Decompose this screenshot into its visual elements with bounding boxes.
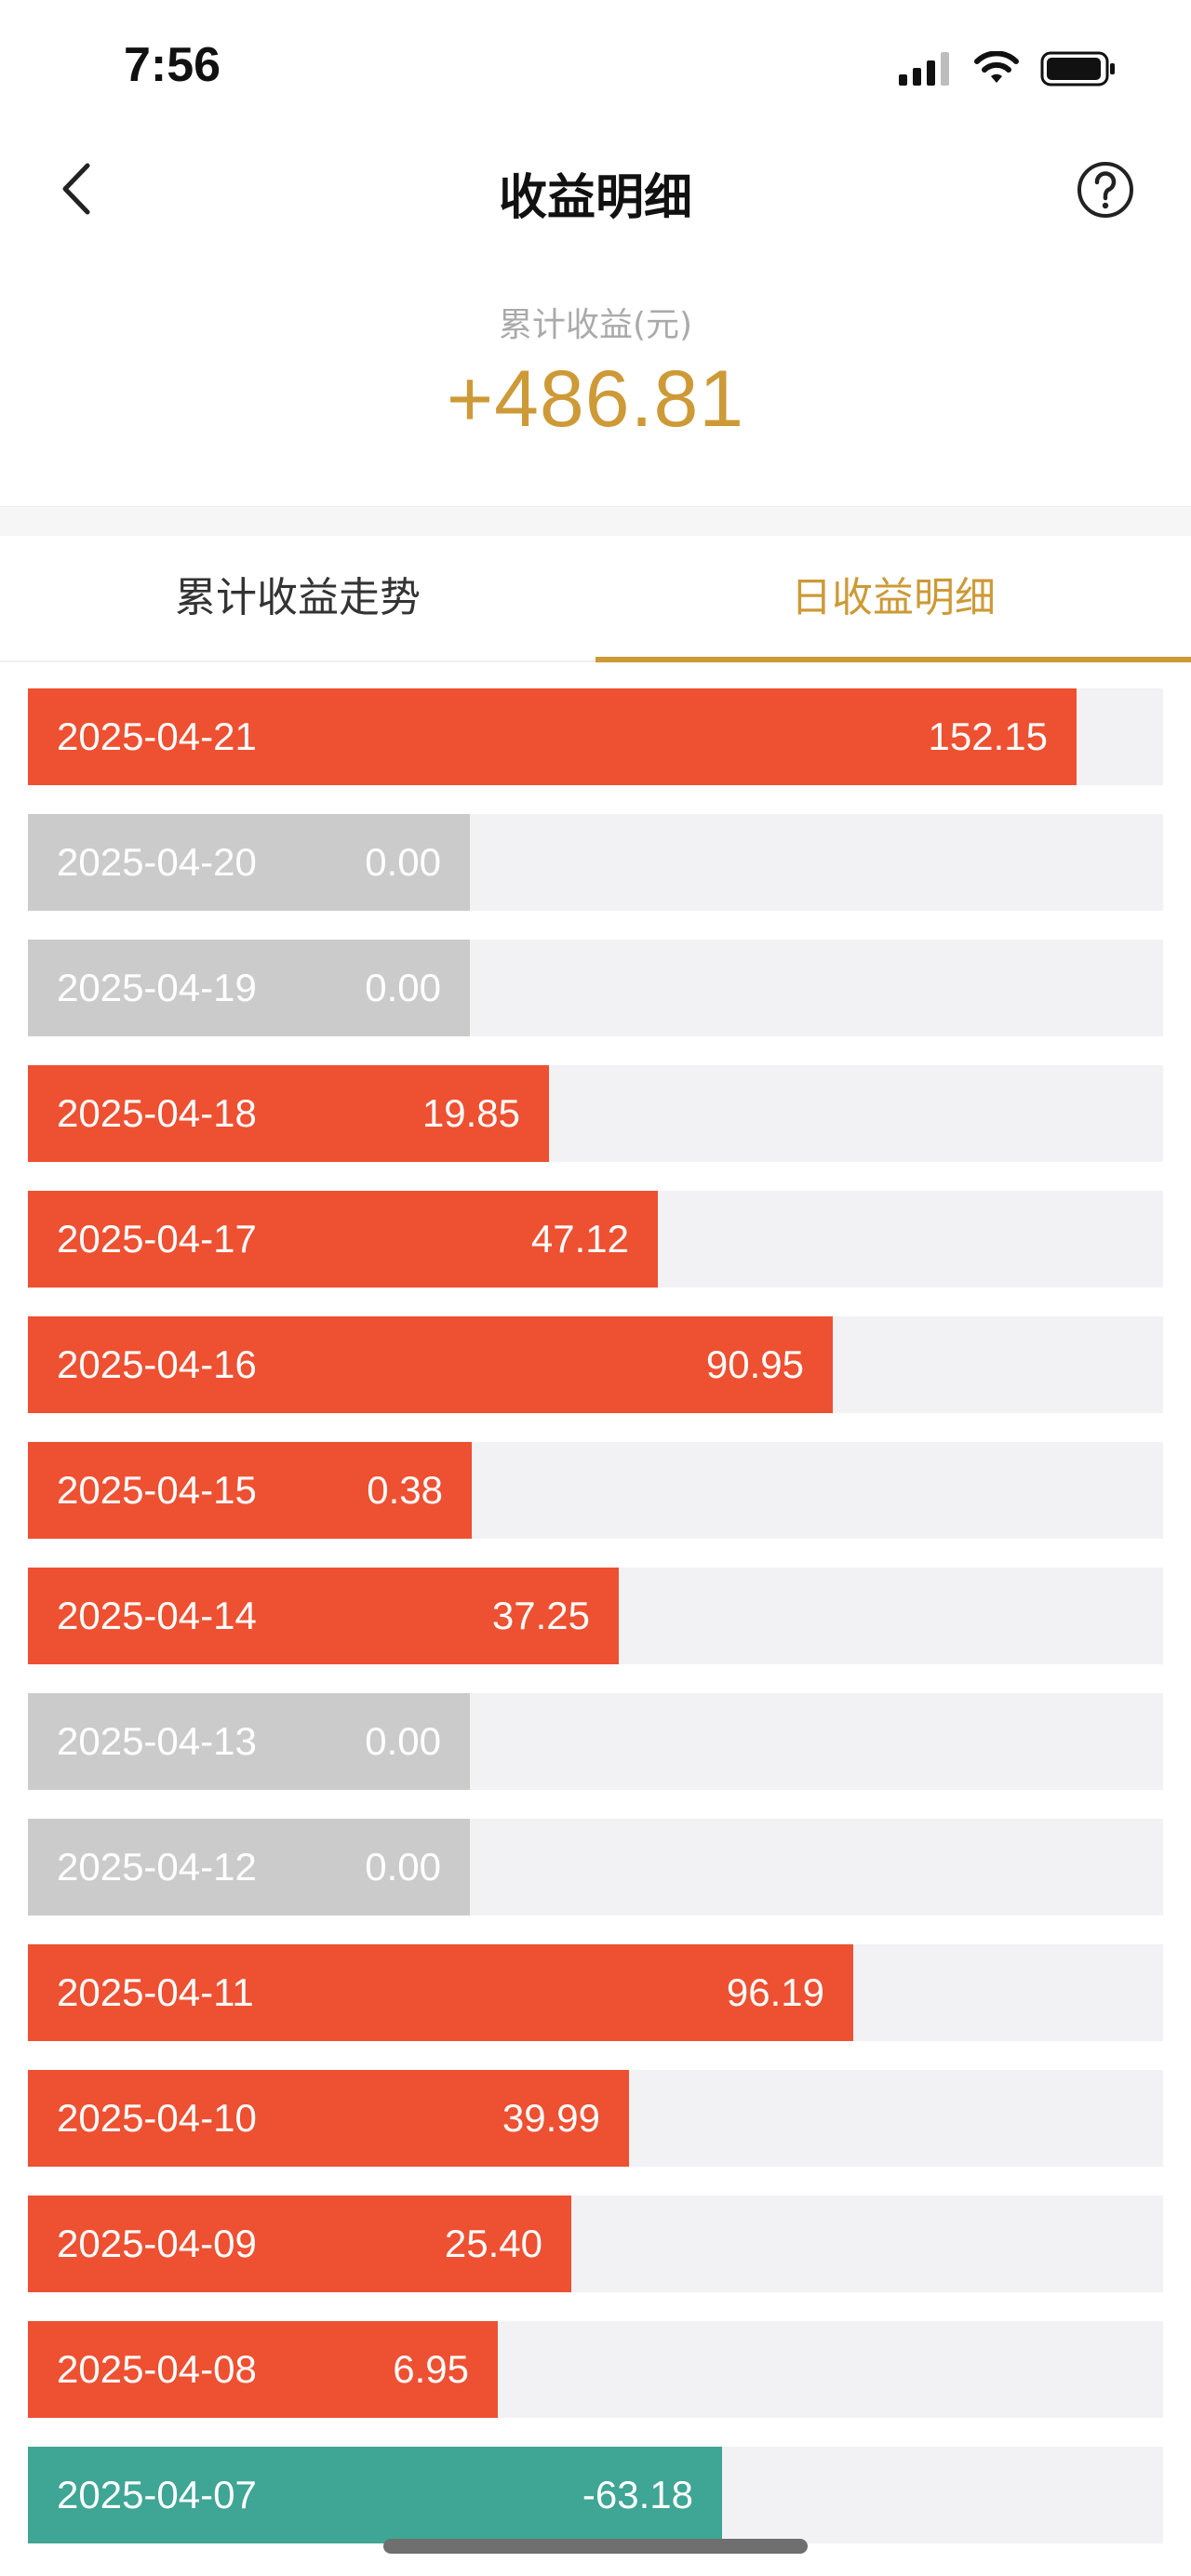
chevron-left-icon (62, 163, 90, 215)
earnings-row[interactable]: 2025-04-18 19.85 (28, 1065, 1163, 1162)
earnings-row[interactable]: 2025-04-17 47.12 (28, 1191, 1163, 1288)
row-date: 2025-04-14 (57, 1594, 257, 1637)
earnings-row[interactable]: 2025-04-07 -63.18 (28, 2447, 1163, 2543)
summary-value: +486.81 (446, 354, 745, 444)
earnings-row[interactable]: 2025-04-09 25.40 (28, 2196, 1163, 2292)
wifi-icon (974, 51, 1019, 83)
status-time: 7:56 (124, 38, 221, 92)
row-amount: 0.00 (365, 966, 441, 1009)
earnings-bar: 2025-04-11 96.19 (28, 1944, 853, 2041)
row-amount: 47.12 (530, 1217, 629, 1261)
help-button[interactable] (1076, 160, 1135, 220)
back-button[interactable] (47, 156, 112, 221)
row-date: 2025-04-13 (57, 1719, 257, 1763)
row-date: 2025-04-21 (57, 714, 257, 758)
row-amount: 39.99 (502, 2096, 600, 2140)
row-amount: 25.40 (444, 2222, 542, 2265)
row-amount: -63.18 (582, 2473, 693, 2516)
row-date: 2025-04-09 (57, 2222, 257, 2265)
earnings-row[interactable]: 2025-04-13 0.00 (28, 1693, 1163, 1790)
row-amount: 19.85 (422, 1091, 520, 1135)
row-amount: 152.15 (928, 714, 1048, 758)
active-tab-indicator (596, 657, 1191, 662)
tab-cumulative-trend[interactable]: 累计收益走势 (175, 574, 421, 621)
earnings-row[interactable]: 2025-04-15 0.38 (28, 1442, 1163, 1539)
earnings-bar: 2025-04-10 39.99 (28, 2070, 629, 2167)
row-date: 2025-04-12 (57, 1845, 257, 1889)
row-amount: 0.00 (365, 1845, 441, 1889)
row-amount: 0.38 (367, 1468, 443, 1512)
earnings-row[interactable]: 2025-04-08 6.95 (28, 2321, 1163, 2418)
earnings-row[interactable]: 2025-04-21 152.15 (28, 688, 1163, 785)
earnings-bar: 2025-04-15 0.38 (28, 1442, 472, 1539)
row-date: 2025-04-10 (57, 2096, 257, 2140)
row-amount: 96.19 (726, 1970, 824, 2014)
earnings-bar: 2025-04-13 0.00 (28, 1693, 470, 1790)
earnings-row[interactable]: 2025-04-16 90.95 (28, 1316, 1163, 1413)
row-amount: 0.00 (365, 1719, 441, 1763)
daily-earnings-list: 2025-04-21 152.15 2025-04-20 0.00 2025-04-19… (28, 688, 1163, 2572)
row-amount: 90.95 (705, 1342, 804, 1386)
row-date: 2025-04-11 (57, 1970, 254, 2014)
question-circle-icon (1077, 162, 1133, 218)
row-date: 2025-04-18 (57, 1091, 257, 1135)
row-date: 2025-04-19 (57, 966, 257, 1009)
earnings-bar: 2025-04-20 0.00 (28, 814, 470, 911)
earnings-bar: 2025-04-08 6.95 (28, 2321, 498, 2418)
row-amount: 0.00 (365, 840, 441, 884)
row-amount: 37.25 (491, 1594, 590, 1637)
earnings-row[interactable]: 2025-04-10 39.99 (28, 2070, 1163, 2167)
earnings-row[interactable]: 2025-04-14 37.25 (28, 1568, 1163, 1664)
battery-icon (1040, 51, 1115, 87)
row-date: 2025-04-16 (57, 1342, 257, 1386)
status-bar: 7:56 (0, 0, 1191, 130)
earnings-bar: 2025-04-17 47.12 (28, 1191, 658, 1288)
earnings-row[interactable]: 2025-04-12 0.00 (28, 1819, 1163, 1915)
row-date: 2025-04-08 (57, 2347, 257, 2391)
earnings-bar: 2025-04-16 90.95 (28, 1316, 833, 1413)
home-indicator (383, 2539, 808, 2554)
earnings-bar: 2025-04-09 25.40 (28, 2196, 571, 2292)
earnings-summary: 累计收益(元) +486.81 (0, 298, 1191, 446)
earnings-bar: 2025-04-07 -63.18 (28, 2447, 722, 2543)
row-date: 2025-04-20 (57, 840, 257, 884)
earnings-bar: 2025-04-14 37.25 (28, 1568, 619, 1664)
row-amount: 6.95 (393, 2347, 469, 2391)
earnings-bar: 2025-04-18 19.85 (28, 1065, 549, 1162)
earnings-bar: 2025-04-21 152.15 (28, 688, 1077, 785)
earnings-bar: 2025-04-19 0.00 (28, 940, 470, 1036)
status-icons (899, 48, 1117, 89)
earnings-bar: 2025-04-12 0.00 (28, 1819, 470, 1915)
row-date: 2025-04-07 (57, 2473, 257, 2516)
tab-daily-detail-label: 日收益明细 (791, 574, 996, 621)
row-date: 2025-04-17 (57, 1217, 257, 1261)
row-date: 2025-04-15 (57, 1468, 257, 1512)
earnings-row[interactable]: 2025-04-19 0.00 (28, 940, 1163, 1036)
tab-daily-detail[interactable]: 日收益明细 (596, 536, 1191, 662)
page-title: 收益明细 (498, 170, 692, 226)
section-divider (0, 506, 1191, 537)
earnings-row[interactable]: 2025-04-11 96.19 (28, 1944, 1163, 2041)
summary-label: 累计收益(元) (498, 306, 693, 344)
cellular-signal-icon (899, 52, 949, 86)
earnings-row[interactable]: 2025-04-20 0.00 (28, 814, 1163, 911)
nav-bar: 收益明细 (0, 130, 1191, 251)
tab-bar: 累计收益走势 日收益明细 (0, 536, 1191, 662)
